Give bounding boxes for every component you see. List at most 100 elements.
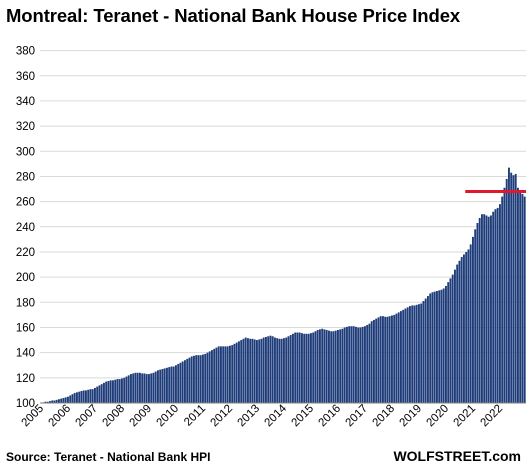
bar [436, 290, 438, 403]
x-tick-label: 2016 [317, 403, 344, 430]
bar [107, 380, 110, 403]
bar [204, 353, 207, 403]
bar [109, 380, 112, 403]
bar [280, 338, 283, 403]
bar [523, 196, 526, 403]
y-tick-label: 320 [16, 121, 35, 133]
bar [87, 389, 90, 403]
bar [391, 315, 393, 403]
bar [184, 360, 186, 403]
bar [384, 316, 387, 403]
y-tick-label: 180 [16, 297, 35, 309]
bar [406, 307, 409, 403]
bar [55, 399, 58, 403]
bar [253, 339, 256, 403]
bar [103, 382, 105, 403]
bar [463, 254, 465, 403]
bar [148, 374, 150, 403]
bar [202, 354, 204, 403]
bar [136, 372, 139, 403]
bar [78, 391, 81, 403]
bar [242, 338, 245, 403]
y-tick-label: 160 [16, 322, 35, 334]
bar [341, 328, 344, 403]
bar [359, 327, 362, 403]
bar [197, 355, 200, 403]
bar [496, 207, 499, 403]
bar [235, 342, 238, 403]
bar [139, 372, 141, 403]
bar [58, 399, 60, 403]
bar [469, 244, 472, 403]
bar [415, 304, 418, 403]
bar [62, 397, 65, 403]
bar [508, 167, 510, 403]
bar [89, 389, 92, 403]
y-tick-label: 220 [16, 247, 35, 259]
x-tick-label: 2009 [128, 403, 155, 430]
bar [287, 336, 290, 403]
bar [445, 285, 447, 403]
bar [206, 352, 209, 403]
bar [195, 355, 198, 403]
y-tick-label: 200 [16, 272, 35, 284]
bar [85, 390, 87, 403]
bar [229, 345, 231, 403]
bar [175, 365, 177, 403]
bar [231, 345, 234, 403]
bar [382, 316, 384, 403]
bar [222, 346, 225, 403]
bar [44, 401, 47, 403]
bar [181, 361, 184, 403]
bar [143, 373, 146, 403]
bar [433, 291, 436, 403]
bar [258, 339, 261, 403]
bar [409, 306, 411, 403]
bar [298, 332, 301, 403]
bar [82, 390, 85, 403]
bar [366, 324, 369, 403]
bar [215, 347, 218, 403]
bar [379, 316, 382, 403]
bar [413, 305, 416, 403]
bar [51, 400, 54, 403]
bar [294, 332, 297, 403]
bar [269, 335, 272, 403]
bar [67, 396, 69, 403]
bar [150, 373, 153, 403]
x-axis-ticks: 2005 2006 2007 2008 2009 2010 2011 2012 2013 2014… [20, 402, 506, 429]
bar [325, 330, 328, 403]
bar [172, 366, 175, 403]
bar [364, 326, 366, 403]
bar [186, 358, 189, 403]
bar [91, 389, 94, 403]
bar [76, 392, 78, 403]
bar [451, 274, 454, 403]
bar [69, 395, 72, 403]
bar [467, 249, 470, 403]
y-tick-label: 360 [16, 71, 35, 83]
bar [199, 355, 202, 403]
bar [312, 332, 315, 403]
bar [442, 288, 445, 403]
bar [240, 340, 243, 403]
bar [271, 336, 274, 403]
bar [328, 330, 330, 403]
bar [494, 209, 497, 403]
x-tick-label: 2007 [74, 403, 101, 430]
bar [490, 215, 492, 403]
bar [307, 333, 310, 403]
bar [114, 379, 117, 403]
bar [375, 318, 378, 403]
bar [447, 282, 450, 403]
bar [141, 373, 144, 403]
bar [159, 369, 162, 403]
bar [370, 321, 373, 403]
bar [357, 327, 360, 403]
bar [321, 328, 324, 403]
bar [424, 298, 427, 403]
bar [431, 292, 434, 403]
bar [454, 269, 456, 403]
bar [132, 373, 135, 403]
